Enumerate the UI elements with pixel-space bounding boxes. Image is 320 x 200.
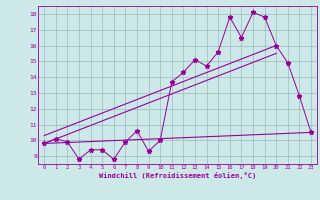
X-axis label: Windchill (Refroidissement éolien,°C): Windchill (Refroidissement éolien,°C) [99, 172, 256, 179]
